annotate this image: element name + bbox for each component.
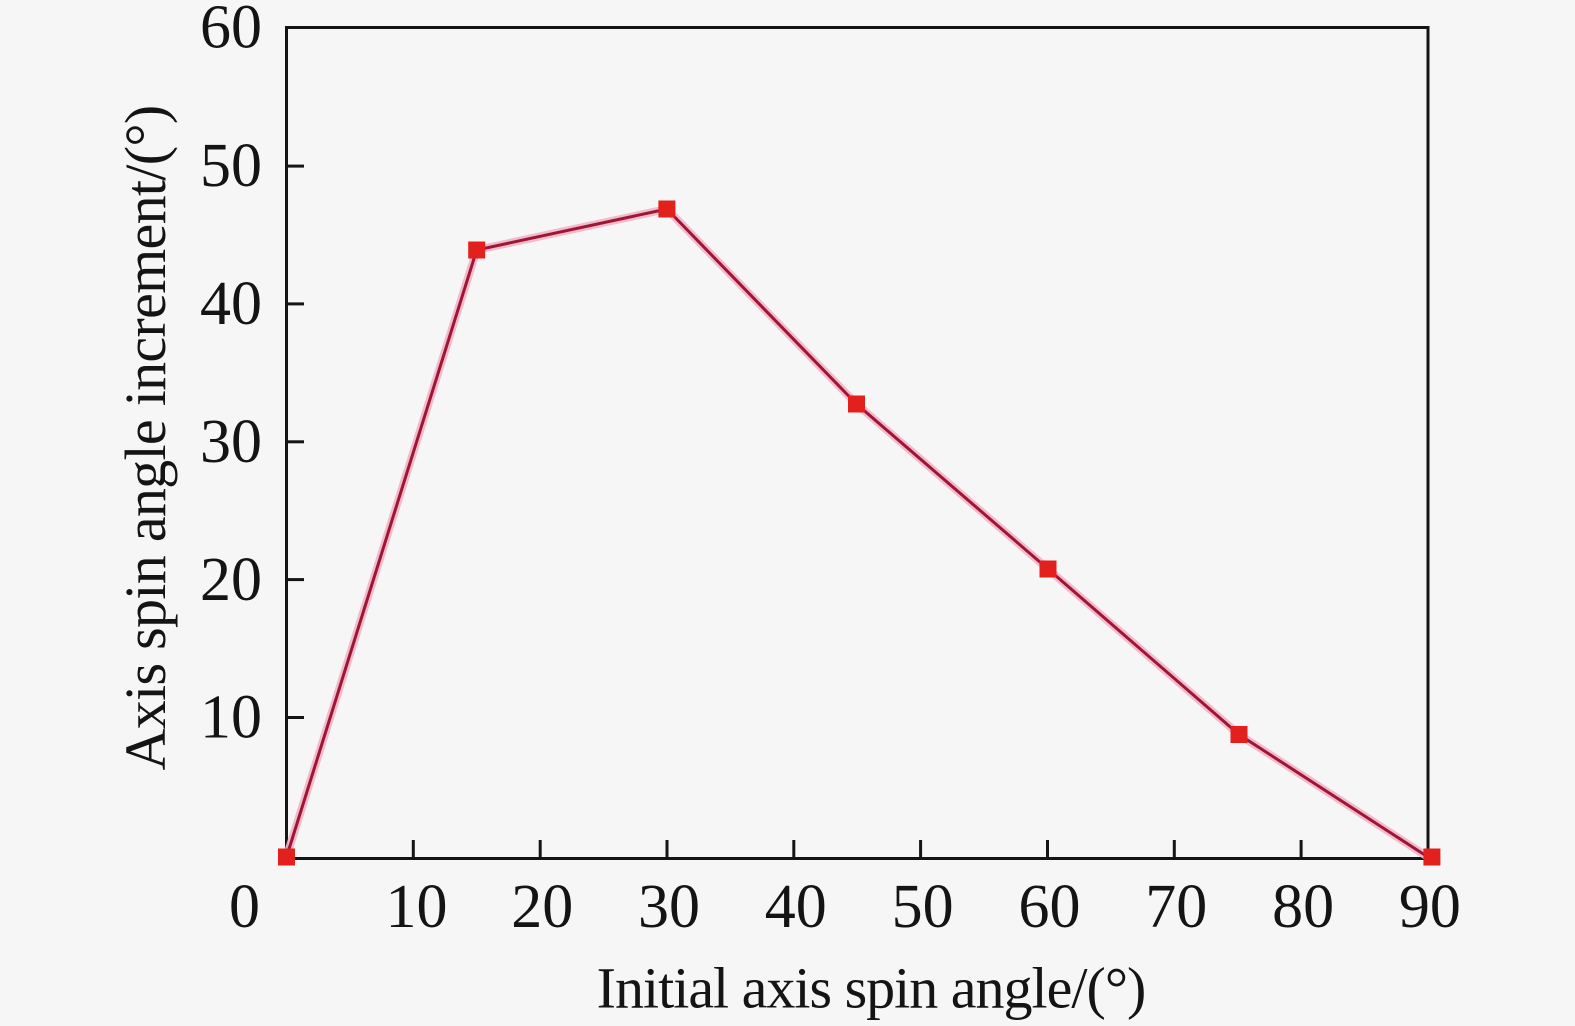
svg-text:Initial axis spin angle/(°): Initial axis spin angle/(°)	[597, 956, 1146, 1021]
svg-text:70: 70	[1145, 873, 1207, 941]
svg-text:Axis spin angle increment/(°): Axis spin angle increment/(°)	[113, 106, 178, 771]
svg-text:50: 50	[892, 873, 954, 941]
svg-text:0: 0	[229, 873, 260, 941]
svg-text:10: 10	[200, 684, 262, 752]
svg-text:40: 40	[765, 873, 827, 941]
svg-text:80: 80	[1272, 873, 1334, 941]
svg-text:30: 30	[638, 873, 700, 941]
svg-text:90: 90	[1399, 873, 1461, 941]
svg-text:20: 20	[200, 546, 262, 614]
svg-text:60: 60	[1019, 873, 1081, 941]
svg-text:50: 50	[200, 132, 262, 200]
svg-text:30: 30	[200, 408, 262, 476]
svg-text:20: 20	[511, 873, 573, 941]
svg-text:60: 60	[200, 0, 262, 62]
svg-text:40: 40	[200, 270, 262, 338]
svg-text:10: 10	[386, 873, 448, 941]
